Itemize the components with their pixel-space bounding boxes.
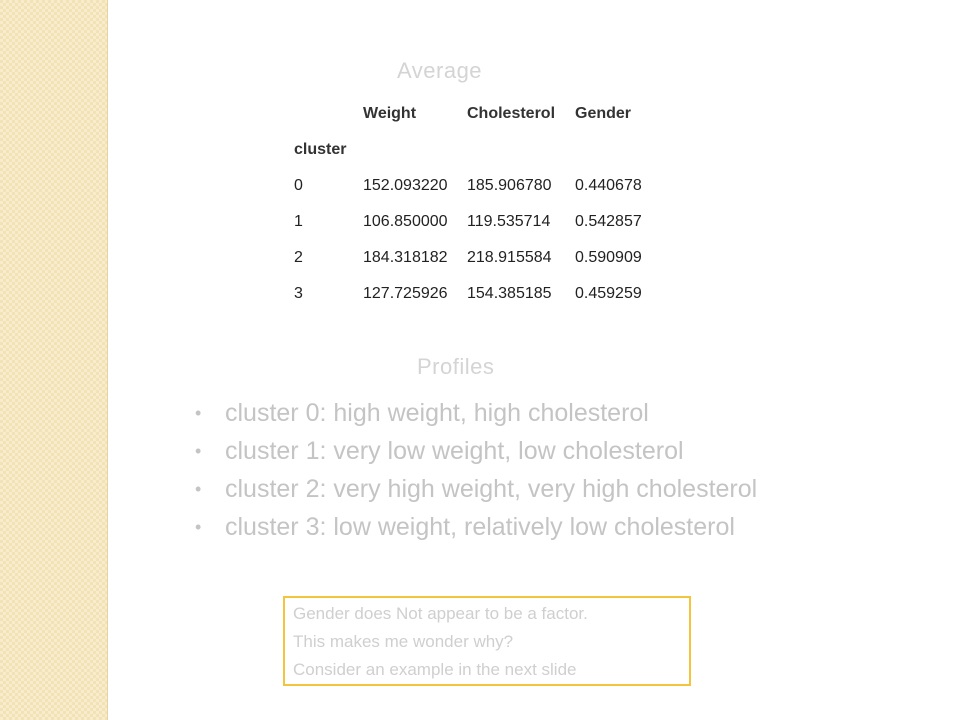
index-header-cell <box>290 96 359 132</box>
cholesterol-cell: 218.915584 <box>467 249 552 266</box>
column-header-gender: Gender <box>575 105 632 122</box>
index-name-row: cluster <box>290 132 659 168</box>
list-item: • cluster 2: very high weight, very high… <box>195 470 757 508</box>
cluster-index-cell: 2 <box>294 249 303 266</box>
cluster-index-cell: 0 <box>294 177 303 194</box>
cluster-index-cell: 1 <box>294 213 303 230</box>
bullet-dot-icon: • <box>195 403 202 423</box>
profiles-heading: Profiles <box>417 354 495 379</box>
table-row: 3 127.725926 154.385185 0.459259 <box>290 276 659 312</box>
profiles-list: • cluster 0: high weight, high cholester… <box>195 394 757 546</box>
cluster-index-cell: 3 <box>294 285 303 302</box>
index-name-cell: cluster <box>294 141 347 158</box>
decorative-side-strip <box>0 0 108 720</box>
empty-cell <box>463 132 571 168</box>
profile-text: cluster 3: low weight, relatively low ch… <box>225 513 735 541</box>
profile-text: cluster 1: very low weight, low choleste… <box>225 437 684 465</box>
table-row: 2 184.318182 218.915584 0.590909 <box>290 240 659 276</box>
average-table-container: Weight Cholesterol Gender cluster 0 152.… <box>290 96 659 312</box>
table-header-row: Weight Cholesterol Gender <box>290 96 659 132</box>
average-heading: Average <box>397 58 483 83</box>
list-item: • cluster 0: high weight, high cholester… <box>195 394 757 432</box>
cholesterol-cell: 154.385185 <box>467 285 552 302</box>
gender-cell: 0.590909 <box>575 249 642 266</box>
cholesterol-cell: 185.906780 <box>467 177 552 194</box>
note-callout-box: Gender does Not appear to be a factor. T… <box>283 596 691 686</box>
column-header-cholesterol: Cholesterol <box>467 105 556 122</box>
gender-cell: 0.459259 <box>575 285 642 302</box>
bullet-dot-icon: • <box>195 479 202 499</box>
note-line: Consider an example in the next slide <box>293 660 577 679</box>
list-item: • cluster 1: very low weight, low choles… <box>195 432 757 470</box>
weight-cell: 152.093220 <box>363 177 448 194</box>
cholesterol-cell: 119.535714 <box>467 213 551 230</box>
bullet-dot-icon: • <box>195 517 202 537</box>
weight-cell: 127.725926 <box>363 285 448 302</box>
weight-cell: 106.850000 <box>363 213 448 230</box>
empty-cell <box>359 132 463 168</box>
gender-cell: 0.542857 <box>575 213 642 230</box>
weight-cell: 184.318182 <box>363 249 448 266</box>
average-table: Weight Cholesterol Gender cluster 0 152.… <box>290 96 659 312</box>
profile-text: cluster 2: very high weight, very high c… <box>225 475 758 503</box>
note-line: This makes me wonder why? <box>293 632 514 651</box>
empty-cell <box>571 132 659 168</box>
gender-cell: 0.440678 <box>575 177 642 194</box>
column-header-weight: Weight <box>363 105 417 122</box>
table-row: 0 152.093220 185.906780 0.440678 <box>290 168 659 204</box>
profile-text: cluster 0: high weight, high cholesterol <box>225 399 649 427</box>
bullet-dot-icon: • <box>195 441 202 461</box>
note-line: Gender does Not appear to be a factor. <box>293 604 588 623</box>
list-item: • cluster 3: low weight, relatively low … <box>195 508 757 546</box>
table-row: 1 106.850000 119.535714 0.542857 <box>290 204 659 240</box>
